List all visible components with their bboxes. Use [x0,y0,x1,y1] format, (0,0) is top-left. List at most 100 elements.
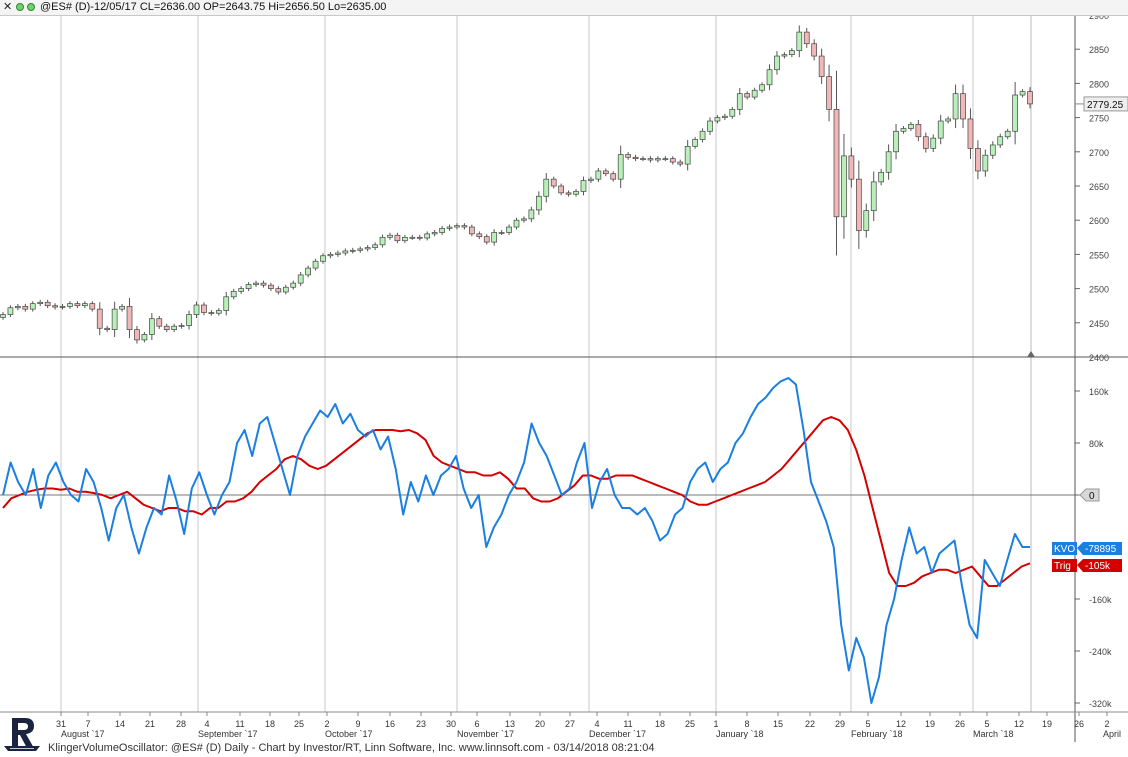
day-label: 23 [416,719,426,729]
candle-body [134,329,140,341]
candle-body [863,210,870,231]
day-label: 5 [865,719,870,729]
month-label: April [1103,729,1121,739]
candle-body [573,191,579,195]
price-tick-label: 2850 [1089,45,1109,55]
candle-body [230,290,237,298]
candle-body [498,232,505,234]
day-label: 26 [1074,719,1084,729]
candle-body [67,303,73,307]
candle-body [253,282,259,285]
osc-tick-label: -320k [1089,699,1112,709]
price-tick-label: 2650 [1089,182,1109,192]
chart-axes: 31 7 14 21 28 4 11 18 25 2 9 16 23 30 6 13 20 27 4 11 18 25 1 8… [0,15,1128,742]
candle-body [528,209,535,220]
candle-body [908,124,914,129]
trig-value-box [1077,559,1122,572]
last-bar-marker-icon [1027,351,1035,357]
candle-body [506,226,512,233]
trigger-line [2,416,1031,587]
candle-body [119,306,125,310]
candle-body [617,154,624,180]
candle-body [826,76,832,110]
zero-label-box [1079,488,1100,502]
candle-body [736,93,743,110]
trig-value-label: -105k [1085,561,1111,572]
candle-body [186,314,192,326]
candle-body [52,305,58,308]
candle-body [535,195,542,211]
candle-body [208,312,215,314]
candle-body [513,219,520,228]
candle-body [632,156,639,159]
candle-body [662,158,669,160]
day-label: 9 [355,719,360,729]
candle-body [521,218,527,221]
candle-body [1027,91,1033,105]
zero-label: 0 [1089,491,1095,502]
month-label: September `17 [198,729,258,739]
candle-body [193,304,200,315]
candle-body [372,244,378,248]
price-tick-label: 2400 [1089,353,1109,363]
candle-body [454,225,460,228]
day-label: 2 [1104,719,1109,729]
day-label: 4 [594,719,599,729]
price-tick-label: 2600 [1089,216,1109,226]
day-label: 26 [955,719,965,729]
oscillator-panel-grid: -320k -240k -160k 80k 160k [0,387,1112,709]
window-title-bar: ✕ @ES# (D)-12/05/17 CL=2636.00 OP=2643.7… [0,0,1128,16]
candle-body [29,303,36,310]
candle-body [59,306,66,308]
month-label: December `17 [589,729,646,739]
candle-body [268,284,274,289]
candle-body [1012,94,1018,132]
status-light-icon[interactable] [27,3,35,11]
candle-body [96,308,103,329]
candle-body [655,158,661,161]
candle-body [930,137,937,149]
trig-name-box [1052,559,1077,572]
month-label: October `17 [325,729,373,739]
osc-tick-label: 80k [1089,439,1104,449]
candle-body [610,173,617,180]
candle-body [290,282,297,288]
kvo-value-box [1077,542,1122,555]
candle-body [893,130,899,153]
candle-body [22,306,29,310]
day-label: 18 [265,719,275,729]
candle-body [409,236,416,239]
candle-body [424,233,431,239]
price-tick-label: 2800 [1089,79,1109,89]
day-label: 13 [505,719,515,729]
candle-body [82,303,88,307]
close-icon[interactable]: ✕ [3,1,13,13]
price-tick-label: 2900 [1089,11,1109,21]
candle-body [878,171,885,183]
candle-body [803,31,810,45]
candle-body [558,185,565,194]
candle-body [789,50,795,56]
candle-body [74,303,81,307]
candle-body [640,158,646,160]
candle-body [885,151,892,173]
candle-body [975,148,981,172]
candle-body [416,236,423,239]
candle-body [0,314,6,318]
price-tick-label: 2500 [1089,285,1109,295]
candle-body [870,181,877,211]
candle-body [446,226,453,229]
day-label: 29 [835,719,845,729]
candle-body [744,93,751,98]
candle-body [126,306,133,330]
osc-tick-label: -160k [1089,595,1112,605]
candle-body [156,318,163,327]
day-label: 31 [56,719,66,729]
month-label: February `18 [851,729,903,739]
candle-body [171,325,178,330]
candle-body [104,327,111,330]
candle-body [260,282,267,286]
day-label: 25 [685,719,695,729]
candle-body [543,178,550,197]
status-light-icon[interactable] [16,3,24,11]
